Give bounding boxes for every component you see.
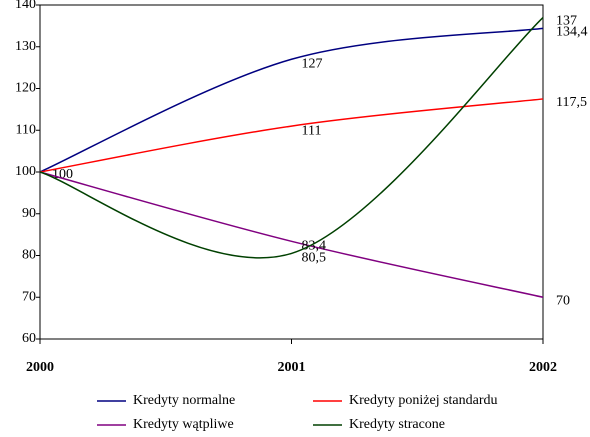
- data-label: 137: [556, 14, 577, 29]
- y-tick-label: 90: [22, 206, 36, 221]
- legend-label: Kredyty wątpliwe: [133, 417, 234, 432]
- data-label: 80,5: [302, 251, 327, 266]
- legend-label: Kredyty normalne: [133, 393, 235, 408]
- series-line: [39, 98, 544, 173]
- plot-frame: [39, 4, 544, 340]
- y-tick-label: 120: [15, 81, 36, 96]
- data-label: 70: [556, 293, 570, 308]
- data-label: 117,5: [556, 95, 587, 110]
- y-tick-label: 100: [15, 164, 36, 179]
- series-line: [39, 16, 544, 259]
- y-tick-label: 60: [22, 331, 36, 346]
- legend-label: Kredyty stracone: [349, 417, 445, 432]
- x-tick-label: 2002: [529, 360, 557, 375]
- x-tick-label: 2000: [26, 360, 54, 375]
- y-tick-label: 140: [15, 0, 36, 12]
- legend-label: Kredyty poniżej standardu: [349, 393, 498, 408]
- data-label: 83,4: [302, 239, 327, 254]
- data-label: 127: [302, 56, 323, 71]
- y-tick-label: 80: [22, 248, 36, 263]
- y-tick-label: 110: [16, 122, 36, 137]
- x-tick-label: 2001: [278, 360, 306, 375]
- series-line: [39, 27, 544, 173]
- data-label: 111: [302, 123, 322, 138]
- y-tick-label: 70: [22, 289, 36, 304]
- data-label: 134,4: [556, 25, 588, 40]
- data-label: 100: [52, 167, 73, 182]
- y-tick-label: 130: [15, 39, 36, 54]
- series-line: [39, 171, 544, 298]
